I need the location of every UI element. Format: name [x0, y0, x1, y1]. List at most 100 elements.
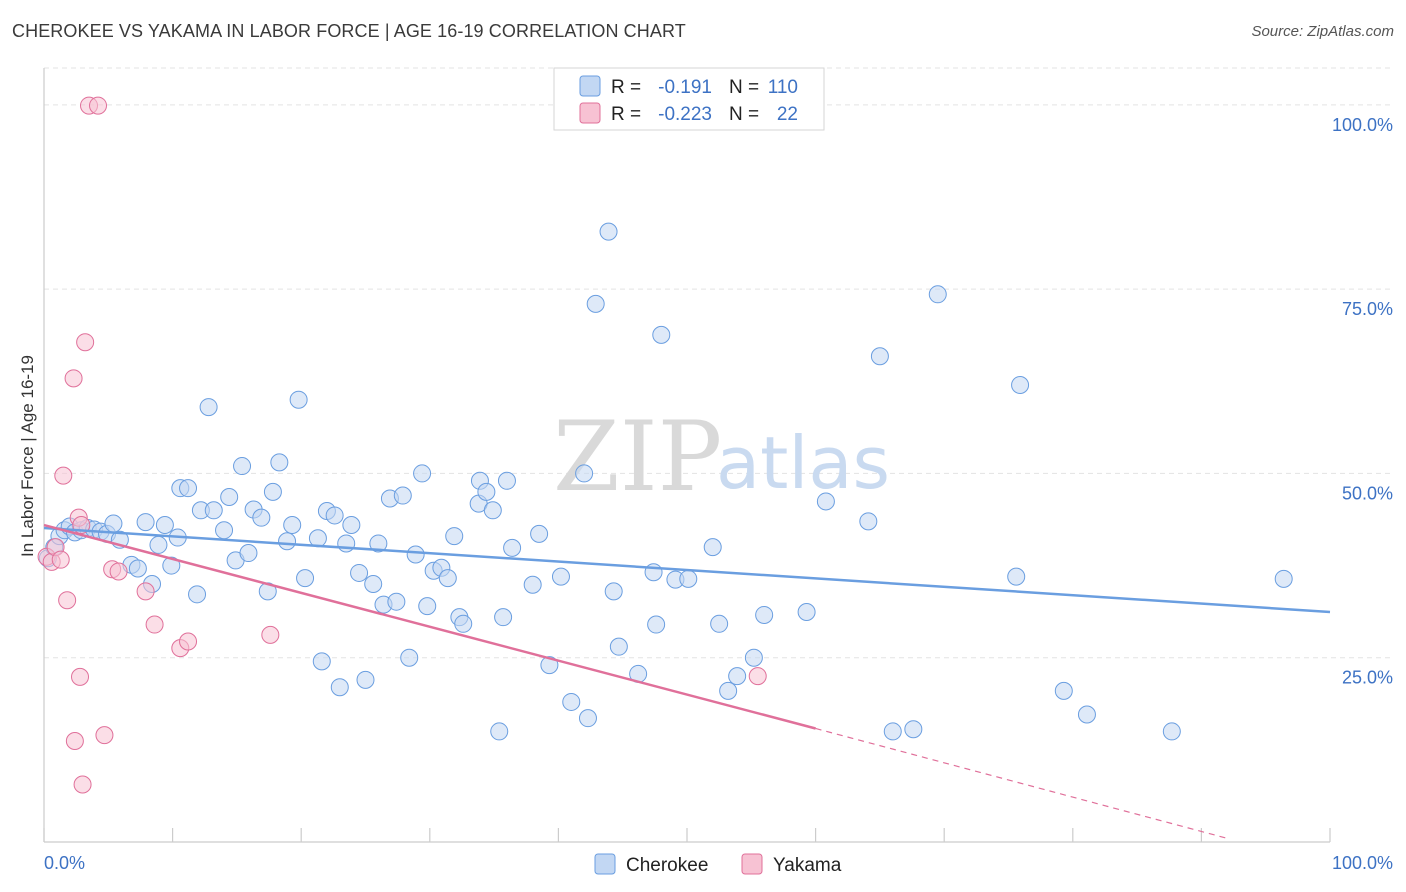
data-point-cherokee — [149, 535, 168, 554]
data-point-cherokee — [350, 563, 369, 582]
data-point-cherokee — [523, 575, 542, 594]
trend-line-yakama — [43, 523, 816, 730]
data-point-cherokee — [128, 559, 147, 578]
data-point-cherokee — [755, 605, 774, 624]
data-point-cherokee — [551, 567, 570, 586]
data-point-cherokee — [155, 516, 174, 535]
data-point-cherokee — [445, 527, 464, 546]
data-point-cherokee — [1011, 375, 1030, 394]
data-point-cherokee — [816, 492, 835, 511]
data-point-cherokee — [578, 709, 597, 728]
data-point-yakama — [64, 369, 83, 388]
trend-line-cherokee — [43, 526, 1331, 614]
legend-n-label-yakama: N = — [729, 104, 759, 125]
data-point-cherokee — [652, 325, 671, 344]
legend-n-value-cherokee: 110 — [768, 77, 798, 98]
data-point-yakama — [179, 632, 198, 651]
legend-swatch-yakama — [579, 102, 601, 124]
legend-r-value-yakama: -0.223 — [658, 104, 712, 125]
data-point-yakama — [76, 333, 95, 352]
chart-title: CHEROKEE VS YAKAMA IN LABOR FORCE | AGE … — [12, 21, 686, 41]
gridlines — [44, 67, 1392, 659]
data-point-cherokee — [179, 479, 198, 498]
data-point-cherokee — [400, 648, 419, 667]
data-point-yakama — [65, 732, 84, 751]
data-point-cherokee — [1162, 722, 1181, 741]
data-point-cherokee — [162, 556, 181, 575]
legend-n-value-yakama: 22 — [777, 104, 798, 125]
data-point-cherokee — [1007, 567, 1026, 586]
data-point-cherokee — [312, 652, 331, 671]
trend-lines — [43, 523, 1331, 839]
data-point-cherokee — [679, 569, 698, 588]
trend-line-extension-yakama — [815, 727, 1228, 839]
data-point-cherokee — [1077, 705, 1096, 724]
data-point-cherokee — [719, 681, 738, 700]
series-yakama — [37, 96, 767, 794]
watermark-zip: ZIP — [553, 401, 722, 513]
y-tick-label: 75.0% — [1342, 299, 1393, 319]
data-point-cherokee — [490, 722, 509, 741]
data-point-cherokee — [575, 464, 594, 483]
data-point-cherokee — [283, 516, 302, 535]
data-point-yakama — [73, 775, 92, 794]
data-point-cherokee — [369, 534, 388, 553]
legend-r-value-cherokee: -0.191 — [658, 77, 712, 98]
source-label: Source: ZipAtlas.com — [1251, 23, 1394, 40]
data-point-cherokee — [797, 603, 816, 622]
x-tick-label-min: 0.0% — [44, 853, 85, 873]
data-point-cherokee — [728, 667, 747, 686]
data-point-cherokee — [562, 692, 581, 711]
data-point-cherokee — [904, 720, 923, 739]
data-point-cherokee — [647, 615, 666, 634]
data-point-yakama — [95, 726, 114, 745]
data-point-yakama — [54, 466, 73, 485]
data-point-cherokee — [289, 390, 308, 409]
data-point-cherokee — [252, 508, 271, 527]
data-point-cherokee — [104, 514, 123, 533]
watermark-atlas: atlas — [716, 421, 890, 505]
data-point-yakama — [748, 667, 767, 686]
data-point-cherokee — [530, 524, 549, 543]
data-point-cherokee — [483, 501, 502, 520]
y-tick-label: 25.0% — [1342, 668, 1393, 688]
data-point-yakama — [145, 615, 164, 634]
data-point-cherokee — [364, 575, 383, 593]
legend: R = -0.191 N = 110 R = -0.223 N = 22 — [553, 67, 825, 131]
data-point-yakama — [261, 625, 280, 644]
y-tick-label: 100.0% — [1332, 115, 1393, 135]
data-point-cherokee — [744, 648, 763, 667]
x-axis-ticks — [43, 828, 1331, 842]
series-cherokee — [38, 222, 1293, 741]
legend-r-label-yakama: R = — [611, 104, 641, 125]
data-point-cherokee — [215, 521, 234, 540]
data-point-cherokee — [540, 656, 559, 675]
data-point-cherokee — [928, 285, 947, 304]
data-point-cherokee — [477, 482, 496, 501]
data-point-yakama — [71, 667, 90, 686]
data-point-cherokee — [325, 506, 344, 525]
x-tick-label-max: 100.0% — [1332, 853, 1393, 873]
data-point-cherokee — [199, 398, 218, 417]
data-point-cherokee — [188, 585, 207, 604]
data-point-cherokee — [870, 347, 889, 366]
data-point-cherokee — [296, 569, 315, 588]
data-point-yakama — [58, 591, 77, 610]
data-point-cherokee — [356, 670, 375, 689]
y-axis-label: In Labor Force | Age 16-19 — [18, 355, 37, 557]
data-point-cherokee — [136, 513, 155, 532]
y-tick-labels: 25.0% 50.0% 75.0% 100.0% — [1332, 115, 1393, 688]
legend-n-label-cherokee: N = — [729, 77, 759, 98]
data-point-cherokee — [609, 637, 628, 656]
bottom-legend-label-cherokee: Cherokee — [626, 855, 708, 876]
data-point-cherokee — [586, 294, 605, 313]
data-point-cherokee — [1054, 681, 1073, 700]
data-point-cherokee — [413, 464, 432, 483]
data-point-cherokee — [438, 569, 457, 588]
data-point-cherokee — [270, 453, 289, 472]
data-point-cherokee — [497, 471, 516, 490]
data-point-cherokee — [393, 486, 412, 505]
data-point-cherokee — [604, 582, 623, 601]
data-point-cherokee — [387, 592, 406, 611]
